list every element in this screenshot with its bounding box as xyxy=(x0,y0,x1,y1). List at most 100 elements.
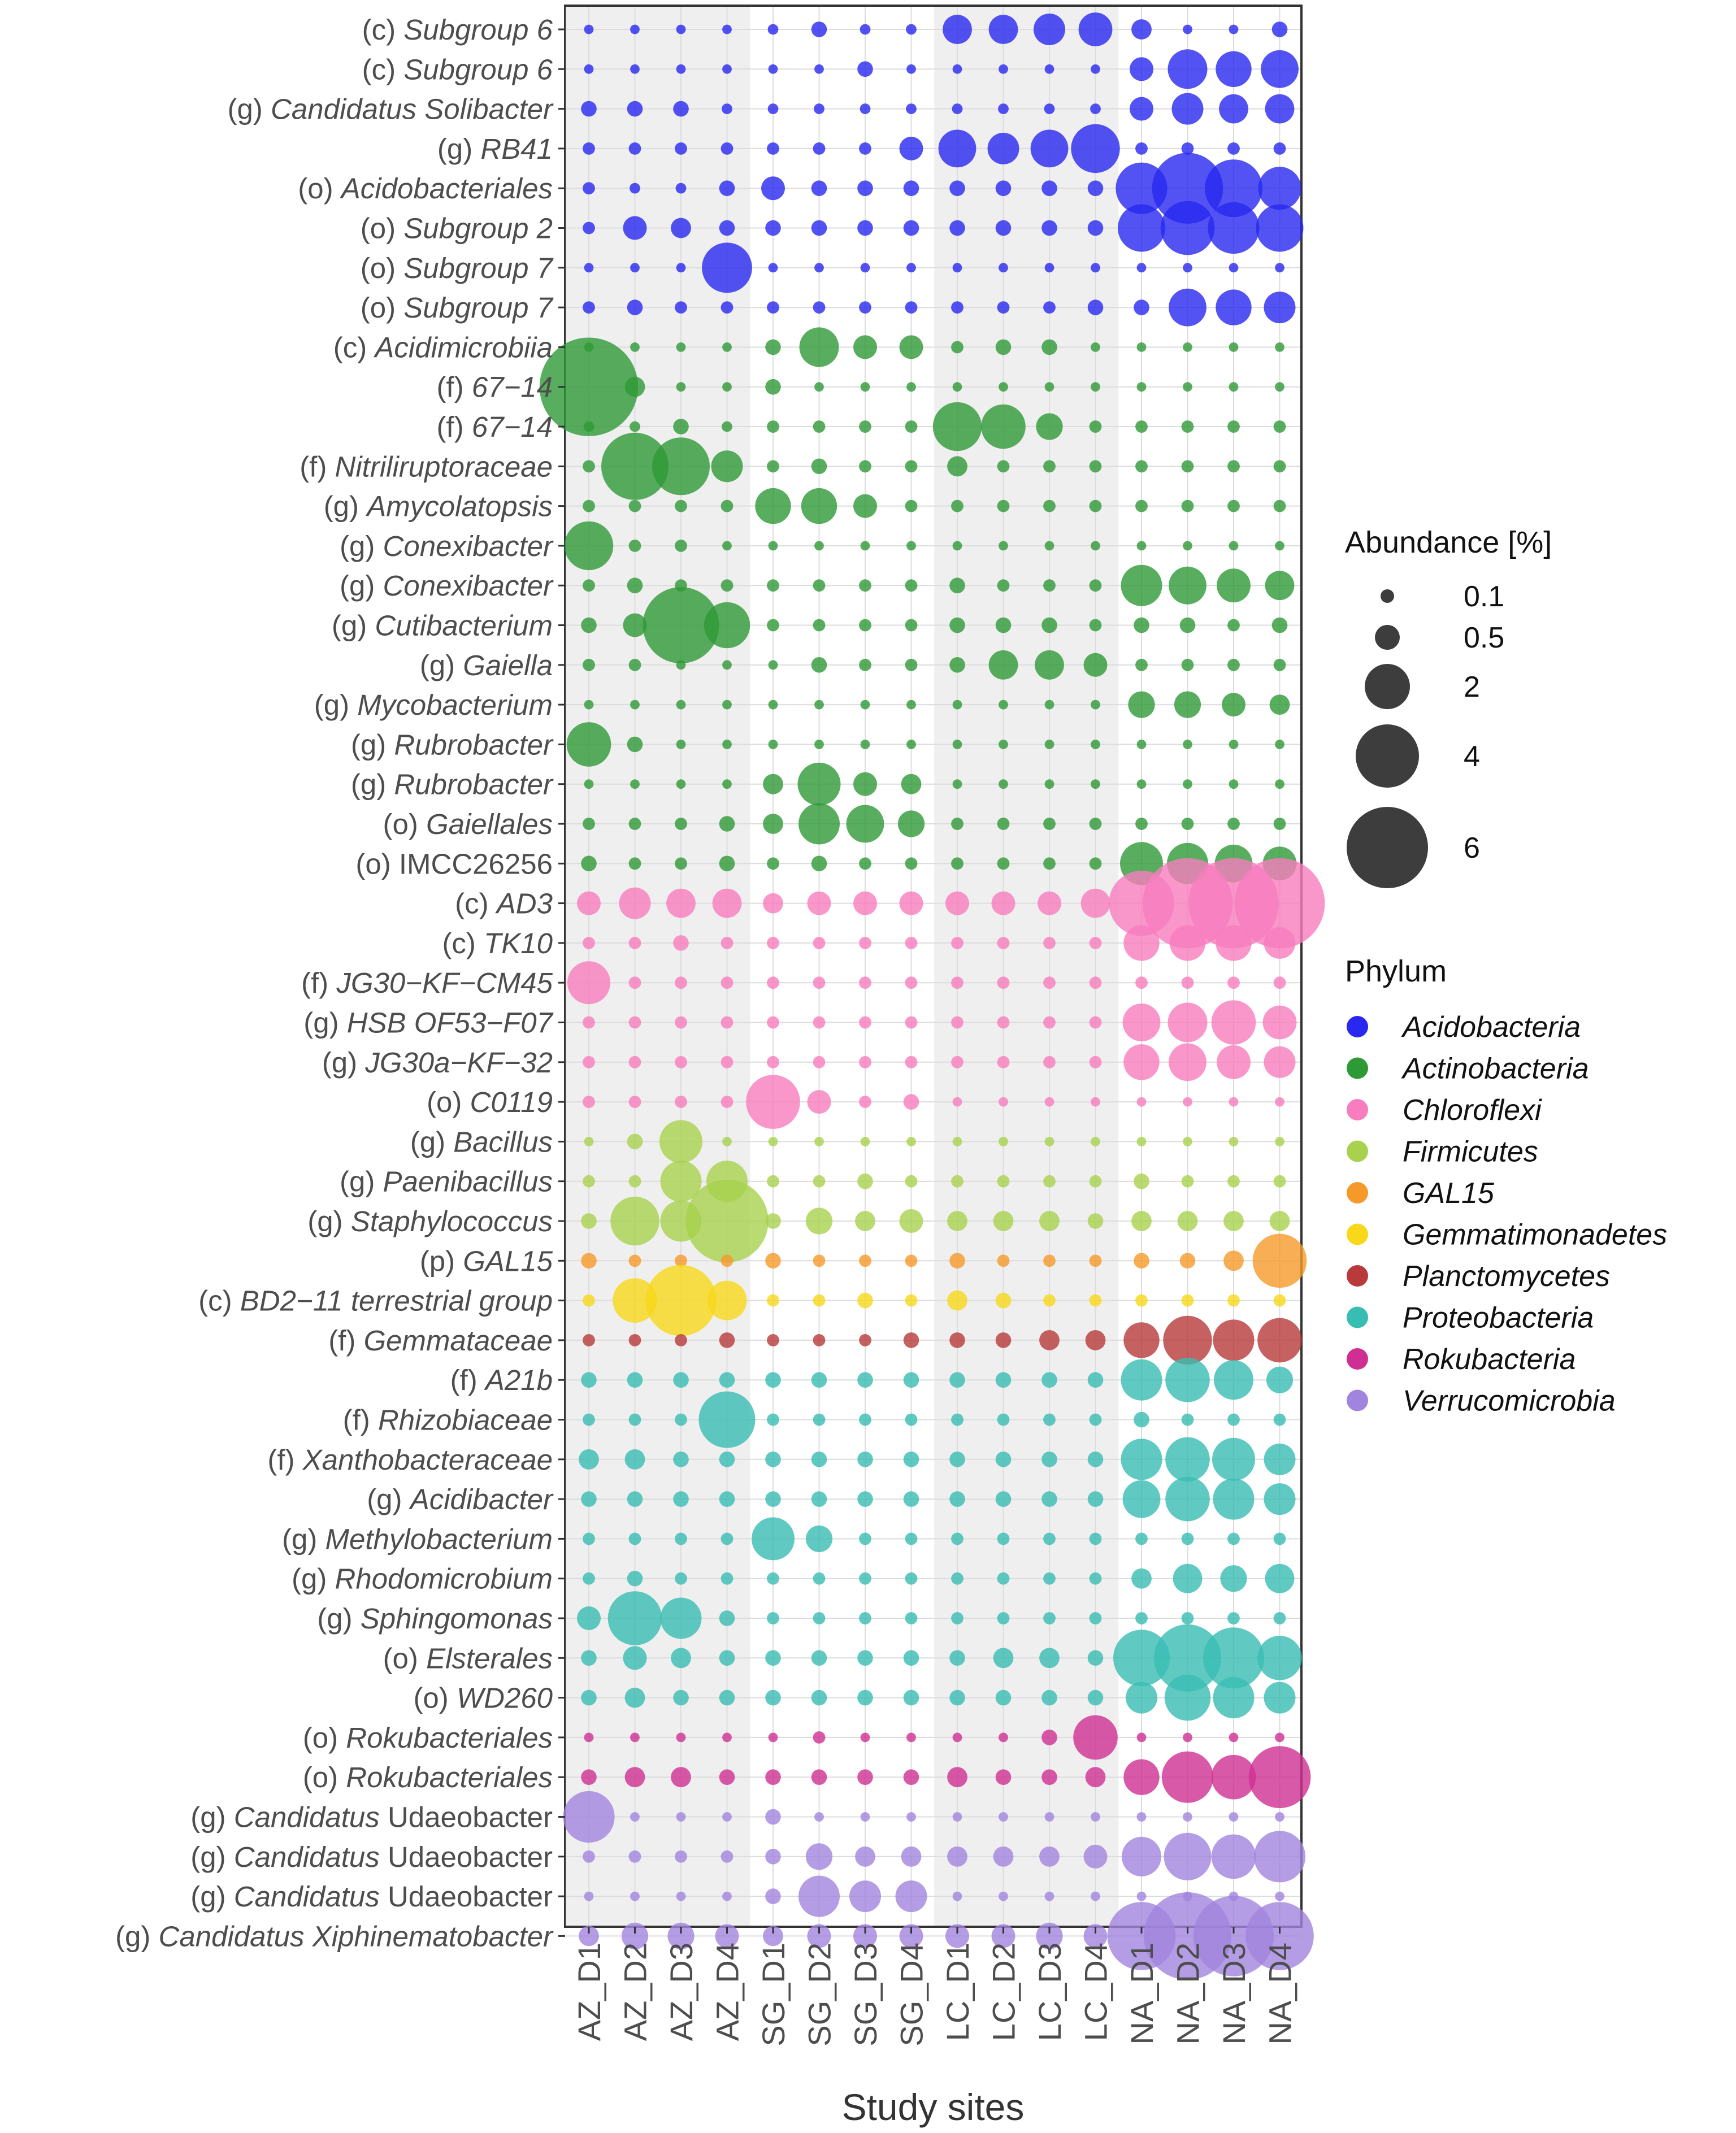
bubble xyxy=(1043,1294,1056,1307)
bubble xyxy=(1043,1572,1056,1585)
bubble xyxy=(1043,301,1056,314)
phylum-legend-label: Verrucomicrobia xyxy=(1403,1385,1616,1418)
bubble xyxy=(1223,1250,1244,1271)
bubble xyxy=(1181,658,1194,671)
x-tick-label: AZ_D3 xyxy=(663,1943,699,2041)
y-tick-label: (g) Gaiella xyxy=(420,649,553,681)
phylum-legend-swatch xyxy=(1347,1182,1368,1204)
size-legend-bubble xyxy=(1347,807,1428,888)
bubble xyxy=(1227,1413,1240,1426)
bubble xyxy=(859,1413,871,1426)
bubble xyxy=(671,218,691,238)
bubble xyxy=(584,64,594,74)
bubble xyxy=(859,1016,871,1029)
bubble xyxy=(628,1096,641,1108)
x-tick-label: LC_D2 xyxy=(986,1943,1022,2041)
bubble xyxy=(1044,382,1054,392)
bubble xyxy=(581,101,597,117)
bubble xyxy=(951,1175,964,1188)
bubble xyxy=(676,740,686,749)
bubble xyxy=(811,657,827,673)
bubble xyxy=(1089,1532,1102,1545)
bubble xyxy=(1169,566,1206,605)
bubble xyxy=(1273,1175,1286,1188)
bubble xyxy=(652,437,710,496)
bubble xyxy=(1091,382,1100,392)
bubble xyxy=(949,577,965,593)
bubble xyxy=(579,1449,599,1470)
bubble xyxy=(1044,700,1054,710)
bubble xyxy=(1131,19,1152,40)
bubble xyxy=(1080,888,1110,918)
bubble xyxy=(675,1334,687,1346)
bubble xyxy=(1275,382,1284,392)
bubble xyxy=(1123,1759,1160,1795)
bubble xyxy=(813,937,826,949)
bubble xyxy=(583,301,595,314)
bubble xyxy=(997,579,1010,592)
bubble xyxy=(1264,927,1296,959)
bubble xyxy=(765,1769,781,1785)
bubble xyxy=(1227,1612,1240,1624)
bubble xyxy=(1071,124,1120,173)
bubble xyxy=(1044,64,1054,74)
bubble xyxy=(584,263,594,273)
bubble xyxy=(999,1812,1008,1822)
bubble xyxy=(767,420,779,433)
bubble xyxy=(899,335,923,359)
bubble xyxy=(630,1732,640,1743)
bubble xyxy=(1087,1650,1104,1666)
phylum-legend-label: GAL15 xyxy=(1403,1177,1495,1210)
bubble xyxy=(999,263,1008,273)
bubble xyxy=(999,700,1008,710)
bubble xyxy=(999,64,1008,74)
bubble xyxy=(1135,1294,1148,1307)
bubble xyxy=(807,1924,831,1948)
bubble xyxy=(905,1413,918,1426)
bubble xyxy=(765,1253,781,1269)
bubble xyxy=(719,1332,735,1348)
bubble xyxy=(721,142,734,155)
bubble xyxy=(1041,339,1057,355)
bubble xyxy=(722,740,732,749)
bubble xyxy=(675,1254,687,1267)
bubble xyxy=(628,976,641,989)
bubble xyxy=(951,937,964,949)
bubble xyxy=(676,700,686,710)
bubble xyxy=(1177,1211,1198,1231)
bubble xyxy=(813,579,826,592)
bubble xyxy=(628,499,641,512)
bubble xyxy=(768,1732,778,1743)
bubble xyxy=(903,1769,919,1785)
bubble xyxy=(768,1137,778,1146)
y-tick-label: (f) 67−14 xyxy=(436,411,553,443)
bubble xyxy=(1273,1413,1286,1426)
bubble xyxy=(999,1097,1008,1107)
y-tick-label: (c) Subgroup 6 xyxy=(362,14,553,46)
bubble xyxy=(1136,1812,1147,1822)
bubble xyxy=(675,1096,687,1108)
bubble xyxy=(905,1294,918,1307)
bubble xyxy=(1043,937,1056,949)
bubble xyxy=(905,1612,918,1624)
bubble xyxy=(1265,571,1295,601)
bubble xyxy=(607,1591,662,1645)
bubble xyxy=(997,1016,1010,1029)
bubble xyxy=(859,301,871,314)
bubble xyxy=(765,1452,781,1467)
bubble xyxy=(814,382,824,392)
bubble xyxy=(719,220,735,236)
bubble xyxy=(1034,14,1065,45)
bubble xyxy=(857,1452,873,1467)
bubble xyxy=(1044,103,1055,115)
bubble xyxy=(763,893,783,914)
bubble xyxy=(859,1532,871,1545)
bubble xyxy=(905,857,918,870)
bubble xyxy=(1089,1175,1102,1188)
bubble xyxy=(627,1133,643,1150)
y-tick-label: (o) Rokubacteriales xyxy=(303,1722,553,1754)
bubble xyxy=(995,1491,1012,1507)
bubble xyxy=(624,1767,645,1788)
bubble xyxy=(1043,1532,1056,1545)
bubble xyxy=(722,1891,732,1901)
